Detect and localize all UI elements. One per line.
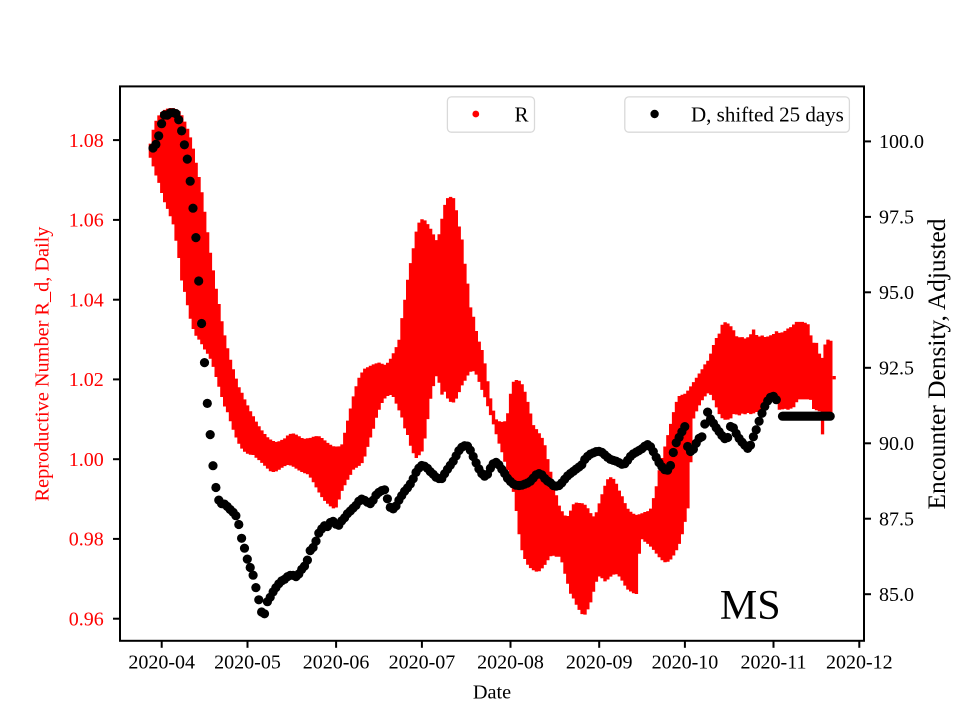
svg-text:2020-06: 2020-06	[303, 651, 370, 673]
svg-text:MS: MS	[720, 583, 781, 629]
svg-text:95.0: 95.0	[879, 282, 914, 304]
svg-text:1.00: 1.00	[69, 449, 104, 471]
svg-text:2020-05: 2020-05	[214, 651, 281, 673]
svg-text:2020-04: 2020-04	[128, 651, 195, 673]
svg-text:0.96: 0.96	[69, 609, 104, 631]
svg-text:R: R	[515, 102, 529, 126]
svg-text:1.08: 1.08	[69, 130, 104, 152]
svg-text:2020-10: 2020-10	[652, 651, 719, 673]
svg-text:85.0: 85.0	[879, 584, 914, 606]
svg-text:90.0: 90.0	[879, 433, 914, 455]
svg-text:2020-11: 2020-11	[741, 651, 807, 673]
svg-text:92.5: 92.5	[879, 358, 914, 380]
svg-text:D, shifted 25 days: D, shifted 25 days	[691, 102, 844, 126]
svg-text:2020-12: 2020-12	[826, 651, 893, 673]
svg-text:2020-08: 2020-08	[477, 651, 544, 673]
svg-text:97.5: 97.5	[879, 207, 914, 229]
svg-text:1.02: 1.02	[69, 369, 104, 391]
svg-text:Date: Date	[473, 682, 511, 704]
svg-text:87.5: 87.5	[879, 509, 914, 531]
svg-text:1.04: 1.04	[69, 290, 104, 312]
svg-text:1.06: 1.06	[69, 210, 104, 232]
svg-text:2020-09: 2020-09	[566, 651, 633, 673]
svg-text:Reproductive Number R_d, Daily: Reproductive Number R_d, Daily	[32, 226, 54, 502]
svg-text:100.0: 100.0	[879, 131, 924, 153]
svg-text:0.98: 0.98	[69, 529, 104, 551]
svg-text:2020-07: 2020-07	[389, 651, 456, 673]
svg-text:Encounter Density, Adjusted: Encounter Density, Adjusted	[923, 218, 951, 509]
